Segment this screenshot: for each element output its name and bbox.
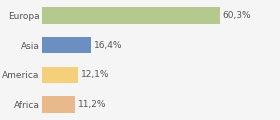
Text: 11,2%: 11,2% — [78, 100, 107, 109]
Text: 60,3%: 60,3% — [223, 11, 251, 20]
Bar — [42, 67, 78, 83]
Bar — [42, 96, 75, 113]
Text: 12,1%: 12,1% — [81, 70, 109, 79]
Text: 16,4%: 16,4% — [94, 41, 122, 50]
Bar — [42, 7, 220, 24]
Bar — [42, 37, 90, 53]
